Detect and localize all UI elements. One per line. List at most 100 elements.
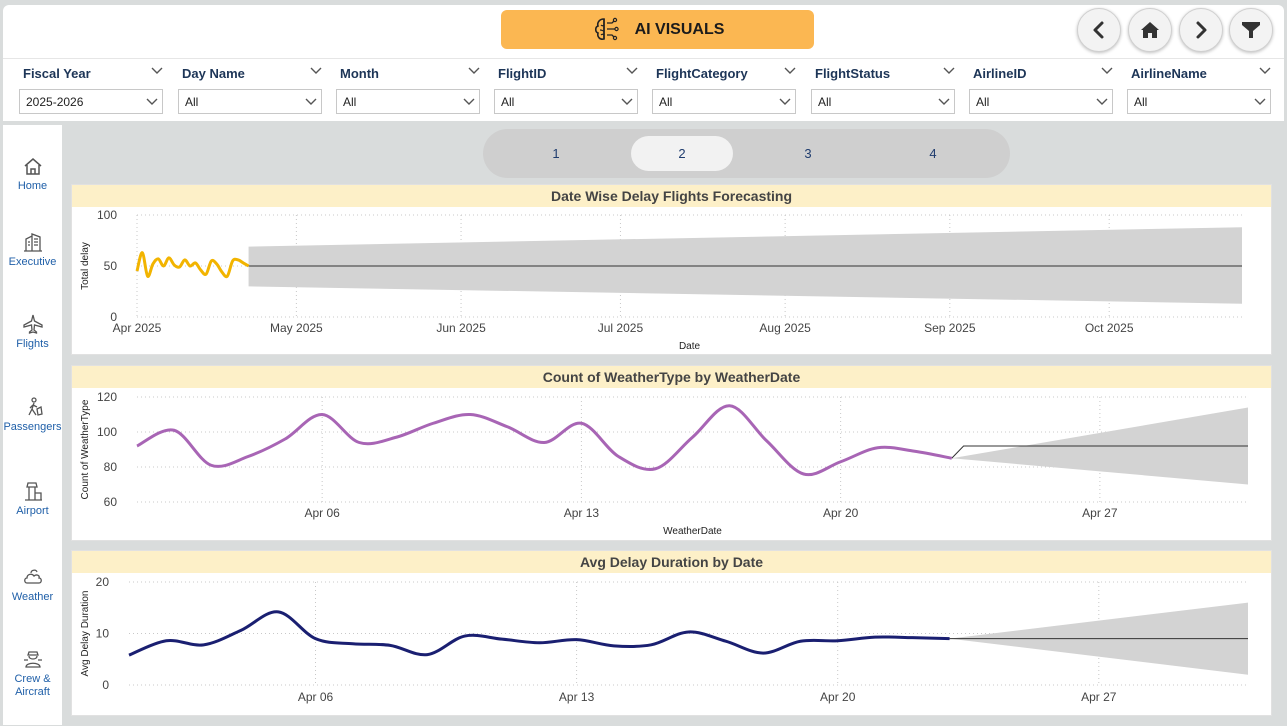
slicer-label: Day Name (182, 66, 245, 81)
slicer-value: All (1134, 95, 1148, 109)
slicer-value: All (659, 95, 673, 109)
y-tick-label: 0 (110, 310, 117, 324)
slicer-label: FlightStatus (815, 66, 891, 81)
chevron-down-icon (305, 98, 317, 105)
x-axis-label: Date (679, 341, 701, 352)
page-title-banner: AI VISUALS (501, 10, 814, 49)
slicer-label: FlightID (498, 66, 547, 81)
ai-brain-icon (594, 17, 619, 40)
chevron-down-icon (1254, 98, 1266, 105)
x-tick-label: Oct 2025 (1085, 321, 1134, 335)
chevron-down-icon[interactable] (1259, 65, 1271, 77)
slicer-dropdown[interactable]: All (178, 89, 322, 114)
sidebar-item-crew-aircraft[interactable]: Crew & Aircraft (3, 648, 62, 699)
chevron-down-icon (621, 98, 633, 105)
x-tick-label: Apr 13 (559, 690, 595, 704)
x-tick-label: Apr 2025 (113, 321, 162, 335)
chevron-down-icon[interactable] (151, 65, 163, 77)
series-line (136, 404, 953, 477)
filter-icon (1242, 22, 1260, 38)
slicer-value: All (185, 95, 199, 109)
sidebar-item-label: Crew & (14, 673, 51, 685)
sidebar-item-label: Airport (16, 505, 49, 517)
weather-count-chart-panel: 60 80 100 120 Apr 06 Apr 13 Apr 20 Apr 27 Weathe… (71, 365, 1272, 541)
slicer-dropdown[interactable]: All (969, 89, 1113, 114)
x-tick-label: Apr 20 (820, 690, 856, 704)
filter-button[interactable] (1229, 8, 1273, 52)
sidebar-item-passengers[interactable]: Passengers (3, 396, 62, 434)
slicer-dropdown[interactable]: All (811, 89, 955, 114)
sidebar-item-label: Home (17, 180, 48, 192)
x-tick-label: Apr 27 (1081, 690, 1117, 704)
y-tick-label: 120 (97, 390, 117, 404)
chevron-down-icon[interactable] (1101, 65, 1113, 77)
chevron-down-icon (146, 98, 158, 105)
filter-bar: Fiscal Year 2025-2026 Day Name All Month… (3, 58, 1284, 121)
building-icon (23, 233, 42, 252)
y-axis-label: Avg Delay Duration (80, 591, 91, 677)
forecast-line (951, 445, 1248, 459)
page-button-4[interactable]: 4 (929, 146, 937, 161)
airplane-icon (22, 314, 43, 334)
x-tick-label: Apr 06 (298, 690, 334, 704)
chevron-down-icon[interactable] (784, 65, 796, 77)
y-tick-label: 100 (97, 208, 117, 222)
sidebar-item-airport[interactable]: Airport (3, 480, 62, 518)
y-tick-label: 20 (96, 575, 110, 589)
y-tick-label: 10 (96, 627, 110, 641)
y-axis-label: Count of WeatherType (80, 399, 91, 499)
slicer-dropdown[interactable]: All (494, 89, 638, 114)
y-tick-label: 80 (104, 460, 118, 474)
forward-icon (1196, 21, 1207, 39)
slicer-label: Month (340, 66, 379, 81)
slicer-value: All (818, 95, 832, 109)
sidebar-item-label: Executive (8, 256, 57, 268)
back-button[interactable] (1077, 8, 1121, 52)
y-tick-label: 100 (97, 425, 117, 439)
chevron-down-icon[interactable] (310, 65, 322, 77)
slicer-dropdown[interactable]: All (1127, 89, 1271, 114)
home-button[interactable] (1128, 8, 1172, 52)
chevron-down-icon[interactable] (943, 65, 955, 77)
slicer-label: AirlineID (973, 66, 1027, 81)
chevron-down-icon (463, 98, 475, 105)
chevron-down-icon[interactable] (626, 65, 638, 77)
slicer-value: All (343, 95, 357, 109)
slicer-value: 2025-2026 (26, 95, 84, 109)
slicer-value: All (501, 95, 515, 109)
sidebar-item-label: Passengers (3, 421, 62, 433)
sidebar-item-weather[interactable]: Weather (3, 566, 62, 604)
slicer-value: All (976, 95, 990, 109)
x-axis-label: WeatherDate (663, 526, 722, 537)
sidebar-item-home[interactable]: Home (3, 155, 62, 193)
page-button-3[interactable]: 3 (804, 146, 812, 161)
page-button-2[interactable]: 2 (631, 136, 733, 171)
x-tick-label: Apr 06 (304, 506, 340, 520)
sidebar-item-label: Weather (11, 591, 54, 603)
slicer-dropdown[interactable]: 2025-2026 (19, 89, 163, 114)
forecast-confidence-band (248, 227, 1242, 304)
chart-title: Date Wise Delay Flights Forecasting (72, 185, 1271, 207)
page-navigator: 1 2 3 4 (483, 129, 1010, 178)
slicer-dropdown[interactable]: All (652, 89, 796, 114)
forward-button[interactable] (1179, 8, 1223, 52)
x-tick-label: May 2025 (270, 321, 323, 335)
sidebar-item-flights[interactable]: Flights (3, 313, 62, 351)
series-line (135, 251, 250, 279)
x-tick-label: Jul 2025 (598, 321, 644, 335)
slicer-label: Fiscal Year (23, 66, 91, 81)
page-button-1[interactable]: 1 (552, 146, 560, 161)
back-icon (1093, 21, 1104, 39)
x-tick-label: Aug 2025 (759, 321, 811, 335)
chart-title: Count of WeatherType by WeatherDate (72, 366, 1271, 388)
series-line (128, 610, 950, 657)
sidebar-item-label: Aircraft (15, 686, 50, 698)
cloud-icon (23, 569, 42, 584)
crew-icon (23, 651, 42, 668)
chevron-down-icon[interactable] (468, 65, 480, 77)
slicer-dropdown[interactable]: All (336, 89, 480, 114)
x-tick-label: Sep 2025 (924, 321, 976, 335)
sidebar-item-executive[interactable]: Executive (3, 231, 62, 269)
avg-delay-chart-panel: 0 10 20 Apr 06 Apr 13 Apr 20 Apr 27 Avg Delay D… (71, 550, 1272, 716)
x-tick-label: Apr 27 (1082, 506, 1118, 520)
